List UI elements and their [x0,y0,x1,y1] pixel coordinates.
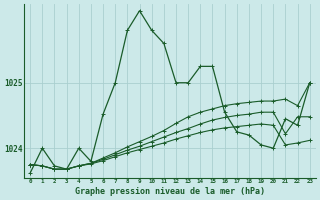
X-axis label: Graphe pression niveau de la mer (hPa): Graphe pression niveau de la mer (hPa) [75,187,265,196]
